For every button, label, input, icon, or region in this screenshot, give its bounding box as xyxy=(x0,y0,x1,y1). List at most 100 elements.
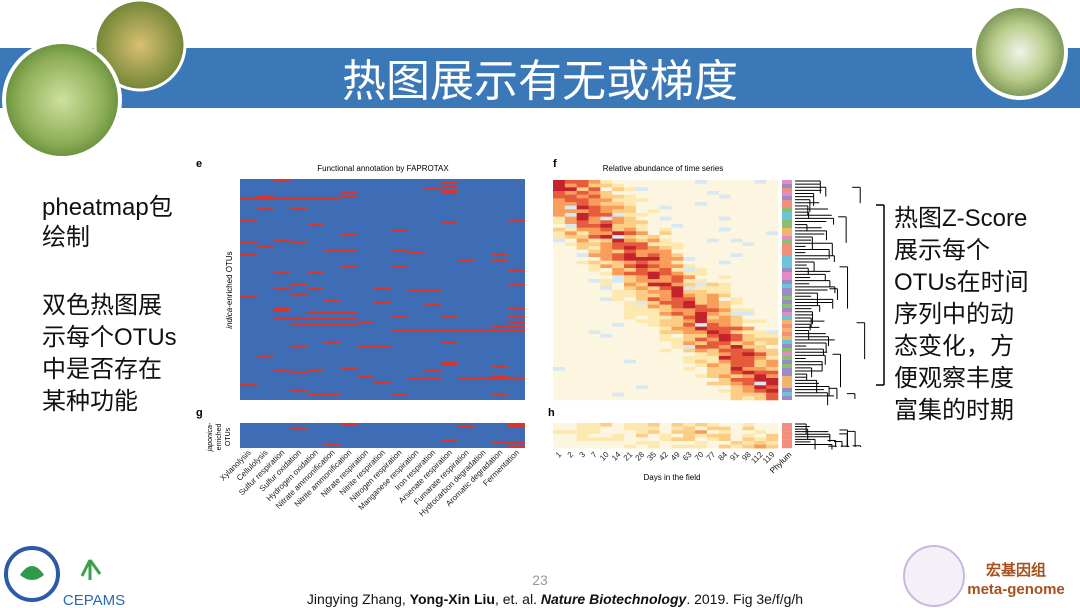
heatmap-cell xyxy=(553,304,566,309)
heatmap-cell xyxy=(647,242,660,247)
heatmap-cell xyxy=(706,290,720,294)
heatmap-cell xyxy=(256,208,274,210)
heatmap-cell xyxy=(576,337,589,342)
heatmap-cell xyxy=(695,260,708,265)
heatmap-cell xyxy=(671,286,684,291)
heatmap-cell xyxy=(730,444,743,449)
phylum-cell xyxy=(782,224,792,228)
heatmap-cell xyxy=(635,359,649,364)
heatmap-cell xyxy=(718,231,731,236)
heatmap-cell xyxy=(647,389,660,393)
heatmap-cell xyxy=(624,444,637,449)
panel-letter: h xyxy=(548,407,555,419)
heatmap-cell xyxy=(742,301,755,305)
heatmap-cell xyxy=(718,227,731,232)
heatmap-cell xyxy=(612,198,625,203)
heatmap-cell xyxy=(588,308,601,313)
heatmap-cell xyxy=(671,220,684,225)
heatmap-cell xyxy=(683,253,696,258)
heatmap-cell xyxy=(564,216,577,221)
heatmap-cell xyxy=(766,202,779,206)
heatmap-cell xyxy=(340,234,358,236)
heatmap-cell xyxy=(766,330,779,335)
heatmap-cell xyxy=(647,257,660,261)
heatmap-cell xyxy=(635,213,649,217)
heatmap-cell xyxy=(624,423,637,427)
heatmap-cell xyxy=(635,220,649,225)
heatmap-cell xyxy=(695,301,708,305)
heatmap-cell xyxy=(718,268,731,272)
heatmap-cell xyxy=(695,187,708,192)
heatmap-cell xyxy=(357,346,375,348)
heatmap-cell xyxy=(600,249,613,254)
heatmap-cell xyxy=(576,246,589,250)
left-text: 示每个OTUs xyxy=(42,324,177,351)
heatmap-cell xyxy=(659,187,672,192)
heatmap-cell xyxy=(730,227,743,232)
heatmap-cell xyxy=(695,191,708,195)
heatmap-cell xyxy=(635,444,649,449)
heatmap-cell xyxy=(742,275,755,280)
heatmap-cell xyxy=(695,227,708,232)
heatmap-cell xyxy=(695,363,708,368)
heatmap-cell xyxy=(671,326,684,331)
x-tick-label: 3 xyxy=(578,450,588,460)
heatmap-cell xyxy=(754,341,767,346)
heatmap-cell xyxy=(588,345,601,349)
heatmap-cell xyxy=(564,242,577,247)
heatmap-cell xyxy=(671,290,684,294)
heatmap-cell xyxy=(742,330,755,335)
citation-rest: . 2019. Fig 3e/f/g/h xyxy=(686,591,803,607)
heatmap-cell xyxy=(742,297,755,302)
heatmap-cell xyxy=(706,352,720,357)
heatmap-cell xyxy=(635,198,649,203)
heatmap-cell xyxy=(742,326,755,331)
heatmap-cell xyxy=(600,378,613,382)
heatmap-cell xyxy=(730,238,743,243)
heatmap-cell xyxy=(576,385,589,390)
heatmap-cell xyxy=(754,213,767,217)
heatmap-cell xyxy=(635,180,649,184)
heatmap-cell xyxy=(659,352,672,357)
heatmap-cell xyxy=(706,249,720,254)
heatmap-cell xyxy=(742,430,755,435)
heatmap-cell xyxy=(730,216,743,221)
heatmap-cell xyxy=(695,220,708,225)
heatmap-cell xyxy=(730,392,743,397)
heatmap-cell xyxy=(695,378,708,382)
heatmap-cell xyxy=(612,385,625,390)
phylum-cell xyxy=(782,324,792,328)
heatmap-cell xyxy=(754,238,767,243)
heatmap-cell xyxy=(671,279,684,283)
heatmap-cell xyxy=(576,231,589,236)
phylum-cell xyxy=(782,212,792,216)
heatmap-cell xyxy=(706,224,720,228)
heatmap-cell xyxy=(730,191,743,195)
heatmap-cell xyxy=(754,264,767,269)
phylum-cell xyxy=(782,292,792,296)
heatmap-cell xyxy=(564,370,577,375)
heatmap-cell xyxy=(766,319,779,324)
heatmap-cell xyxy=(635,187,649,192)
phylum-cell xyxy=(782,288,792,292)
heatmap-cell xyxy=(659,205,672,210)
heatmap-cell xyxy=(766,381,779,386)
heatmap-cell xyxy=(718,187,731,192)
heatmap-cell xyxy=(600,264,613,269)
heatmap-cell xyxy=(730,304,743,309)
heatmap-cell xyxy=(766,441,779,445)
heatmap-cell xyxy=(576,279,589,283)
heatmap-cell xyxy=(742,441,755,445)
heatmap-cell xyxy=(766,315,779,320)
heatmap-cell xyxy=(766,194,779,199)
heatmap-cell xyxy=(659,235,672,239)
heatmap-cell xyxy=(600,246,613,250)
heatmap-cell xyxy=(730,275,743,280)
heatmap-cell xyxy=(742,290,755,294)
heatmap-cell xyxy=(671,334,684,338)
heatmap-cell xyxy=(600,224,613,228)
heatmap-cell xyxy=(564,275,577,280)
heatmap-cell xyxy=(290,428,308,430)
phylum-cell xyxy=(782,216,792,220)
heatmap-cell xyxy=(612,209,625,214)
